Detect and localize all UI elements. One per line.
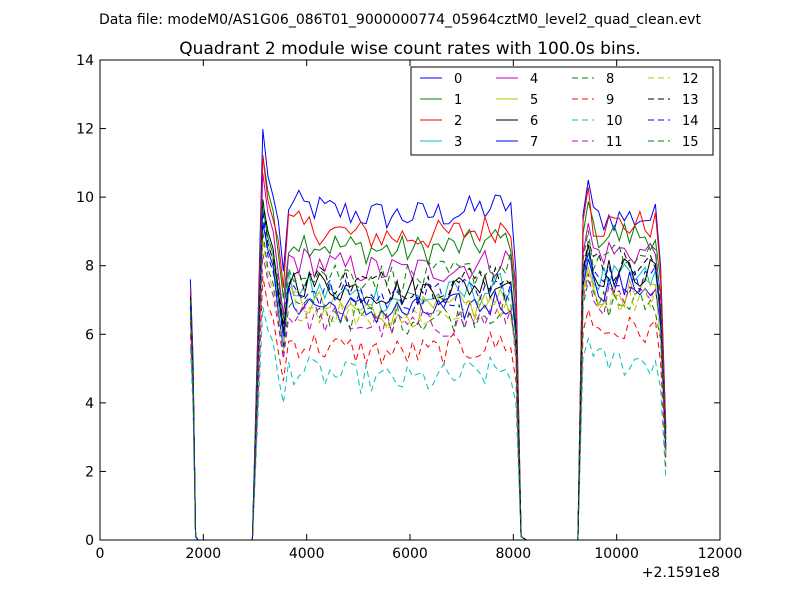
legend-label: 3 xyxy=(454,135,462,150)
y-tick-label: 8 xyxy=(85,259,94,275)
series-line-3 xyxy=(189,208,667,541)
legend-label: 1 xyxy=(454,93,462,108)
x-tick-label: 4000 xyxy=(289,546,325,562)
y-tick-label: 12 xyxy=(76,122,94,138)
series-line-2 xyxy=(189,154,667,541)
series-line-10 xyxy=(189,306,667,541)
y-tick-label: 6 xyxy=(85,327,94,343)
legend-label: 4 xyxy=(530,72,538,87)
figure-suptitle: Data file: modeM0/AS1G06_086T01_90000007… xyxy=(99,12,701,28)
series-line-0 xyxy=(189,129,667,541)
legend-label: 0 xyxy=(454,72,462,87)
y-tick-label: 2 xyxy=(85,464,94,480)
series-line-5 xyxy=(189,225,667,541)
series-line-15 xyxy=(189,200,667,541)
x-axis-offset-label: +2.1591e8 xyxy=(642,565,720,581)
x-tick-label: 0 xyxy=(96,546,105,562)
y-tick-label: 14 xyxy=(76,53,94,69)
x-tick-label: 10000 xyxy=(594,546,639,562)
series-line-12 xyxy=(189,239,667,541)
legend-label: 13 xyxy=(682,93,699,108)
series-line-4 xyxy=(189,172,667,541)
legend-label: 12 xyxy=(682,72,699,87)
axis-ticks xyxy=(99,59,721,541)
legend-label: 2 xyxy=(454,114,462,129)
x-tick-label: 2000 xyxy=(186,546,222,562)
x-tick-labels: 0 2000 4000 6000 8000 10000 12000 xyxy=(96,546,743,562)
legend-label: 11 xyxy=(606,135,623,150)
y-tick-label: 10 xyxy=(76,190,94,206)
x-tick-label: 6000 xyxy=(392,546,428,562)
legend-label: 15 xyxy=(682,135,699,150)
series-line-1 xyxy=(189,155,667,541)
series-line-14 xyxy=(189,210,667,541)
series-line-11 xyxy=(189,253,667,541)
legend-label: 14 xyxy=(682,114,699,129)
chart-title: Quadrant 2 module wise count rates with … xyxy=(179,39,640,59)
legend-frame xyxy=(410,66,714,156)
series-line-8 xyxy=(189,231,667,541)
series-line-13 xyxy=(189,197,667,541)
y-tick-labels: 0 2 4 6 8 10 12 14 xyxy=(76,53,94,549)
legend-label: 10 xyxy=(606,114,623,129)
y-tick-label: 0 xyxy=(85,533,94,549)
legend-label: 7 xyxy=(530,135,538,150)
plot-lines xyxy=(189,129,667,541)
legend-label: 6 xyxy=(530,114,538,129)
legend-label: 9 xyxy=(606,93,614,108)
y-tick-label: 4 xyxy=(85,396,94,412)
legend-label: 8 xyxy=(606,72,614,87)
legend-label: 5 xyxy=(530,93,538,108)
x-tick-label: 12000 xyxy=(698,546,743,562)
x-tick-label: 8000 xyxy=(496,546,532,562)
